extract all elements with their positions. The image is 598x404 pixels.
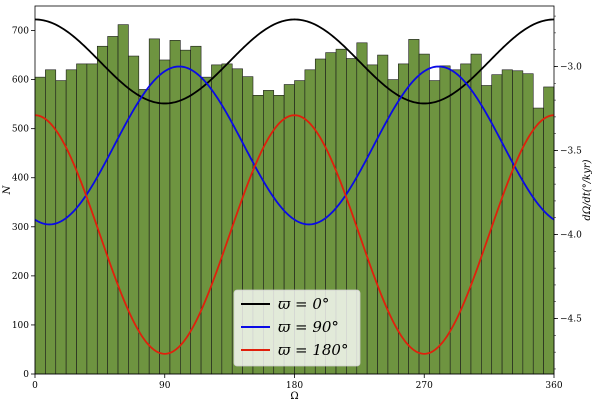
histogram-bar [512,70,524,375]
x-tick-label: 0 [32,381,38,391]
histogram-bar [96,45,108,375]
histogram-bar [34,76,46,375]
y-left-tick-label: 0 [23,370,29,380]
y-right-tick-label: −3.0 [560,62,582,72]
histogram-bar [543,86,555,375]
y-left-tick-label: 100 [12,321,29,331]
histogram-bar [522,73,534,375]
histogram-bar [65,69,77,375]
y-axis-right: −3.0 −3.5 −4.0 −4.5 [554,15,582,370]
y-left-tick-label: 300 [12,223,29,233]
histogram-bar [439,65,451,375]
histogram-bar [408,39,420,375]
x-tick-label: 360 [545,381,562,391]
x-axis: 0 90 180 270 360 [32,374,563,391]
y-left-tick-label: 400 [12,174,29,184]
legend-label: ϖ = 0° [278,295,329,313]
histogram-bar [211,64,223,375]
series-line [34,114,555,355]
histogram-bar [418,53,430,375]
y-left-tick-label: 600 [12,76,29,86]
legend-label: ϖ = 90° [278,318,339,336]
histogram-bar [45,69,57,375]
x-tick-label: 90 [159,381,171,391]
y-right-tick-label: −4.0 [560,231,582,241]
y-right-tick-label: −3.5 [560,147,582,157]
series-line [34,18,555,105]
histogram-bar [55,80,67,375]
histogram-bar [76,63,88,375]
histogram-bar [138,89,150,375]
y-axis-label-right: dΩ/dt(°/kyr) [582,159,593,220]
model-curves [34,18,555,355]
x-axis-label: Ω [290,391,298,402]
histogram-bar [148,38,160,375]
y-axis-label-left: N [2,184,13,195]
histogram-bar [366,64,378,375]
histogram-bar [501,69,513,375]
y-left-tick-label: 500 [12,125,29,135]
legend-box [233,289,361,367]
histogram-bar [200,76,212,375]
histogram-bar [429,80,441,375]
legend: ϖ = 0° ϖ = 90° ϖ = 180° [233,289,361,367]
histogram-bar [532,107,544,375]
y-left-tick-label: 700 [12,27,29,37]
histogram-bar [159,59,171,375]
histogram-bar [169,40,181,375]
histogram-bar [86,63,98,375]
x-tick-label: 270 [416,381,433,391]
legend-label: ϖ = 180° [278,341,348,359]
x-tick-label: 180 [286,381,303,391]
histogram-bar [221,63,233,375]
histogram-bar [397,63,409,375]
y-left-tick-label: 200 [12,272,29,282]
histogram-bar [107,36,119,375]
histogram-bar [377,54,389,375]
y-right-tick-label: −4.5 [560,315,582,325]
histogram-bar [117,24,129,375]
y-axis-left: 0 100 200 300 400 500 600 700 [12,27,35,380]
histogram-bar [460,63,472,375]
series-line [34,65,555,226]
